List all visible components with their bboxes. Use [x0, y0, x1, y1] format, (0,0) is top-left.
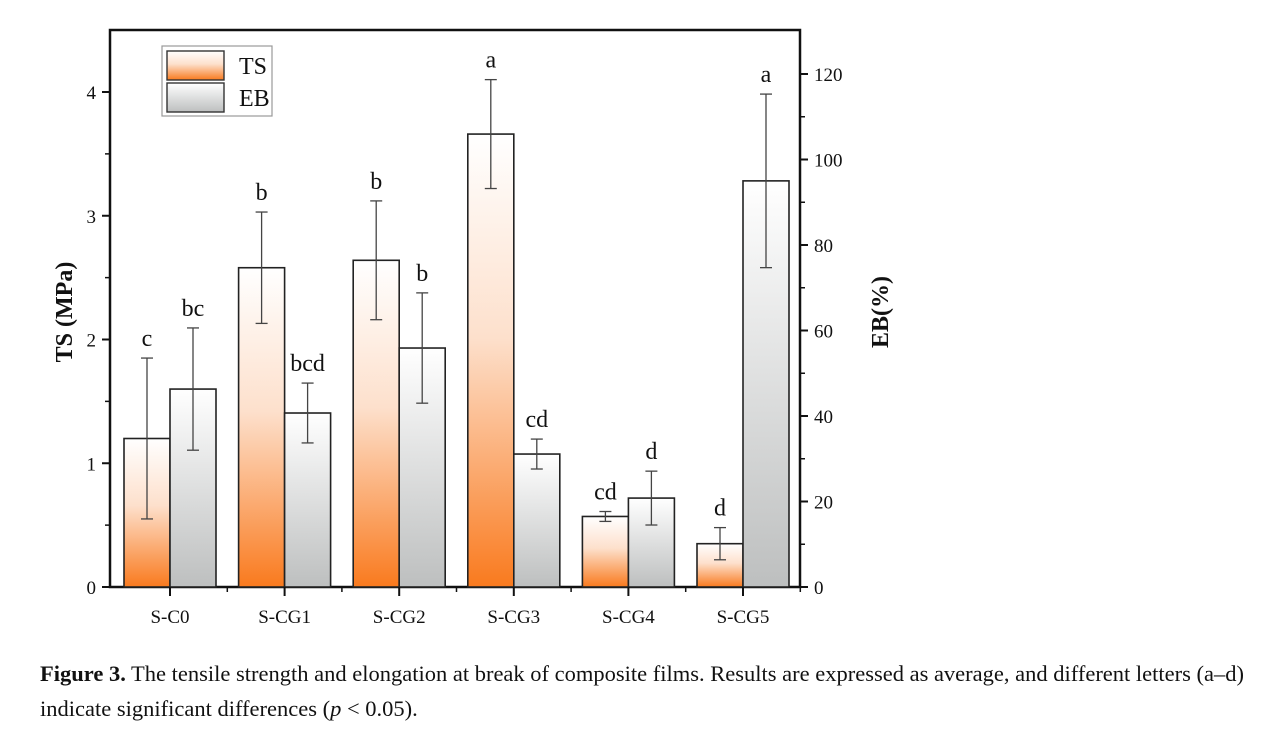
- x-tick-label-S-CG4: S-CG4: [602, 607, 655, 628]
- significance-letter-eb-S-CG4: d: [645, 439, 657, 465]
- significance-letter-eb-S-CG5: a: [761, 62, 772, 88]
- y-tick-label-1: 1: [87, 454, 97, 475]
- x-tick-label-S-CG1: S-CG1: [258, 607, 311, 628]
- bar-ts-S-CG3: [466, 133, 515, 588]
- legend: TS EB: [161, 45, 273, 117]
- x-tick-label-S-C0: S-C0: [150, 607, 189, 628]
- significance-letter-ts-S-CG4: cd: [594, 480, 617, 506]
- significance-letter-eb-S-C0: bc: [182, 296, 205, 322]
- significance-letter-eb-S-CG2: b: [416, 261, 428, 287]
- bar-chart: c bc S-C0 b bcd S-CG1 b b S-CG2 a cd S-CG3 cd d S-CG4 d…: [52, 28, 894, 628]
- bar-ts-S-CG2: [352, 259, 401, 588]
- significance-letter-ts-S-CG5: d: [714, 496, 726, 522]
- caption-p: p: [330, 696, 342, 721]
- significance-letter-ts-S-C0: c: [142, 326, 153, 352]
- y-right-tick-label-40: 40: [814, 407, 833, 428]
- figure-caption: Figure 3. The tensile strength and elong…: [40, 656, 1270, 726]
- y-right-tick-label-20: 20: [814, 493, 833, 514]
- y-axis-label: TS (MPa): [52, 262, 78, 363]
- legend-label-TS: TS: [239, 54, 267, 80]
- y-right-axis-label: EB(%): [868, 276, 894, 348]
- caption-text-1: The tensile strength and elongation at b…: [40, 661, 1244, 721]
- y-right-tick-label-60: 60: [814, 322, 833, 343]
- significance-letter-ts-S-CG2: b: [370, 169, 382, 195]
- bar-eb-S-CG3: [512, 453, 561, 588]
- significance-letter-eb-S-CG3: cd: [525, 407, 548, 433]
- caption-text-2: < 0.05).: [341, 696, 418, 721]
- x-tick-label-S-CG2: S-CG2: [373, 607, 426, 628]
- bar-ts-S-CG4: [581, 515, 630, 588]
- plot-frame: [108, 28, 802, 589]
- x-tick-label-S-CG3: S-CG3: [487, 607, 540, 628]
- y-tick-label-2: 2: [87, 331, 97, 352]
- legend-swatch-EB: [166, 82, 225, 113]
- significance-letter-ts-S-CG3: a: [485, 48, 496, 74]
- x-tick-label-S-CG5: S-CG5: [717, 607, 770, 628]
- y-right-tick-label-80: 80: [814, 236, 833, 257]
- significance-letter-ts-S-CG1: b: [256, 180, 268, 206]
- significance-letter-eb-S-CG1: bcd: [290, 351, 325, 377]
- legend-label-EB: EB: [239, 86, 270, 112]
- y-right-tick-label-100: 100: [814, 151, 843, 172]
- legend-swatch-TS: [166, 50, 225, 81]
- y-right-tick-label-120: 120: [814, 65, 843, 86]
- y-tick-label-0: 0: [87, 578, 97, 599]
- y-tick-label-4: 4: [87, 83, 97, 104]
- y-right-tick-label-0: 0: [814, 578, 824, 599]
- caption-label: Figure 3.: [40, 661, 126, 686]
- y-tick-label-3: 3: [87, 207, 97, 228]
